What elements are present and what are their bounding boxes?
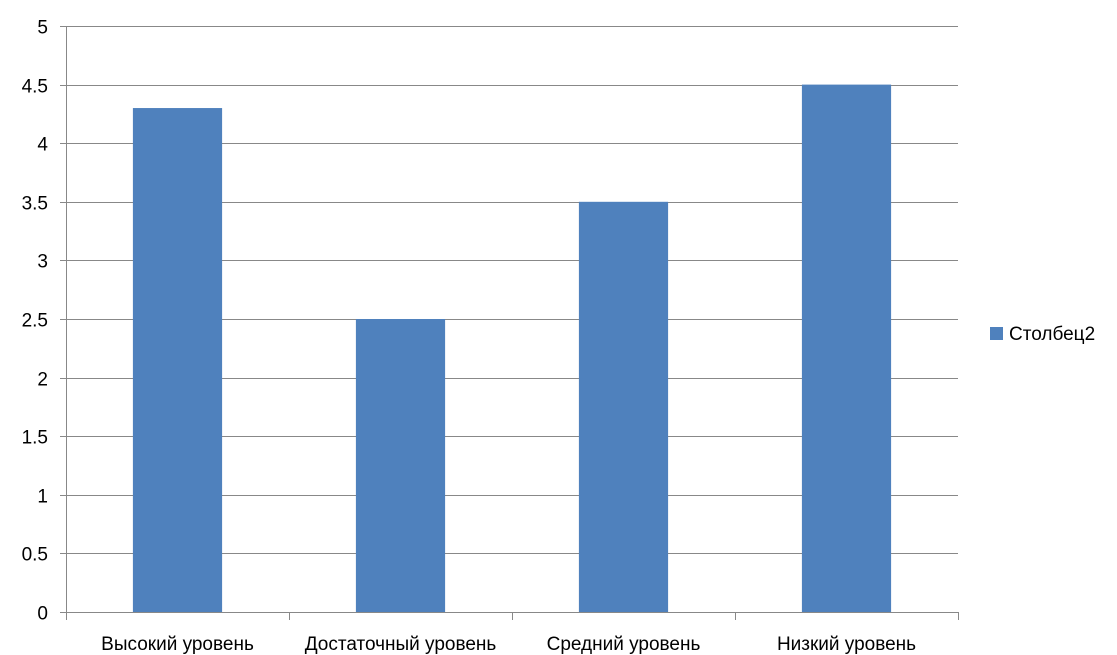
y-tick-label: 3.5 bbox=[22, 194, 48, 215]
legend-label: Столбец2 bbox=[1009, 324, 1095, 345]
bar bbox=[132, 108, 223, 612]
legend-swatch bbox=[990, 327, 1003, 340]
bar bbox=[801, 84, 892, 613]
y-tick-label: 3 bbox=[37, 252, 48, 273]
y-axis-tick-labels: 0 0.5 1 1.5 2 2.5 3 3.5 4 4.5 5 bbox=[22, 18, 49, 625]
bars bbox=[132, 84, 892, 613]
bar bbox=[355, 319, 446, 612]
y-tick-label: 4 bbox=[37, 135, 48, 156]
y-tick-label: 5 bbox=[37, 18, 48, 39]
y-tick-label: 4.5 bbox=[22, 77, 48, 98]
x-tick-label: Средний уровень bbox=[547, 634, 701, 655]
y-tick-label: 1.5 bbox=[22, 428, 48, 449]
x-tick-label: Высокий уровень bbox=[101, 634, 254, 655]
y-tick-label: 1 bbox=[37, 487, 48, 508]
bar bbox=[578, 201, 669, 613]
y-tick-label: 2.5 bbox=[22, 311, 48, 332]
axes bbox=[60, 26, 959, 620]
y-tick-label: 0.5 bbox=[22, 545, 48, 566]
x-axis-tick-labels: Высокий уровень Достаточный уровень Средни… bbox=[101, 634, 916, 655]
y-tick-label: 0 bbox=[37, 604, 48, 625]
legend: Столбец2 bbox=[990, 324, 1095, 345]
x-tick-label: Низкий уровень bbox=[777, 634, 916, 655]
y-tick-label: 2 bbox=[37, 370, 48, 391]
x-tick-label: Достаточный уровень bbox=[305, 634, 497, 655]
